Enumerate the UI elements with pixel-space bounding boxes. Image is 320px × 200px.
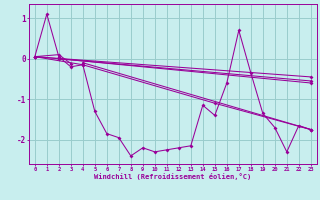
X-axis label: Windchill (Refroidissement éolien,°C): Windchill (Refroidissement éolien,°C) [94, 173, 252, 180]
